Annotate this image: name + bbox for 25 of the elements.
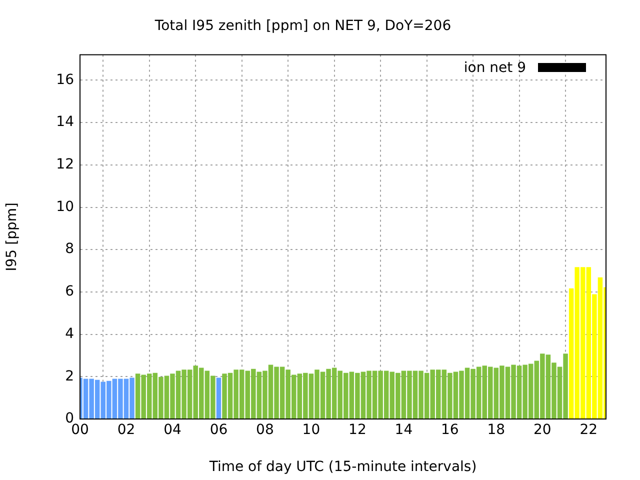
bar bbox=[216, 378, 222, 418]
y-tick-label: 8 bbox=[65, 241, 74, 258]
x-tick-label: 06 bbox=[210, 422, 228, 438]
x-tick-label: 22 bbox=[580, 422, 598, 438]
y-tick-label: 16 bbox=[56, 72, 74, 88]
x-tick-label: 10 bbox=[302, 422, 320, 438]
x-axis-title: Time of day UTC (15-minute intervals) bbox=[208, 459, 477, 476]
y-tick-label: 12 bbox=[56, 156, 74, 173]
x-tick-label: 00 bbox=[71, 422, 89, 438]
text: ion net 9 bbox=[464, 58, 526, 77]
x-tick-label: 02 bbox=[117, 422, 136, 438]
y-tick-label: 2 bbox=[65, 368, 74, 384]
x-tick-label: 18 bbox=[487, 422, 506, 438]
x-tick-label: 16 bbox=[441, 422, 459, 438]
y-tick-label: 4 bbox=[65, 326, 74, 342]
x-tick-label: 20 bbox=[534, 422, 552, 438]
x-tick-label: 08 bbox=[256, 422, 274, 438]
y-tick-label: 14 bbox=[56, 114, 74, 130]
x-tick-label: 14 bbox=[394, 422, 413, 438]
x-tick-label: 04 bbox=[164, 422, 182, 438]
chart-title: Total I95 zenith [ppm] on NET 9, DoY=206 bbox=[154, 18, 452, 34]
y-tick-label: 10 bbox=[56, 198, 74, 215]
x-tick-label: 12 bbox=[348, 422, 366, 438]
y-axis-title: I95 [ppm] bbox=[4, 202, 20, 272]
y-tick-label: 6 bbox=[65, 284, 74, 300]
